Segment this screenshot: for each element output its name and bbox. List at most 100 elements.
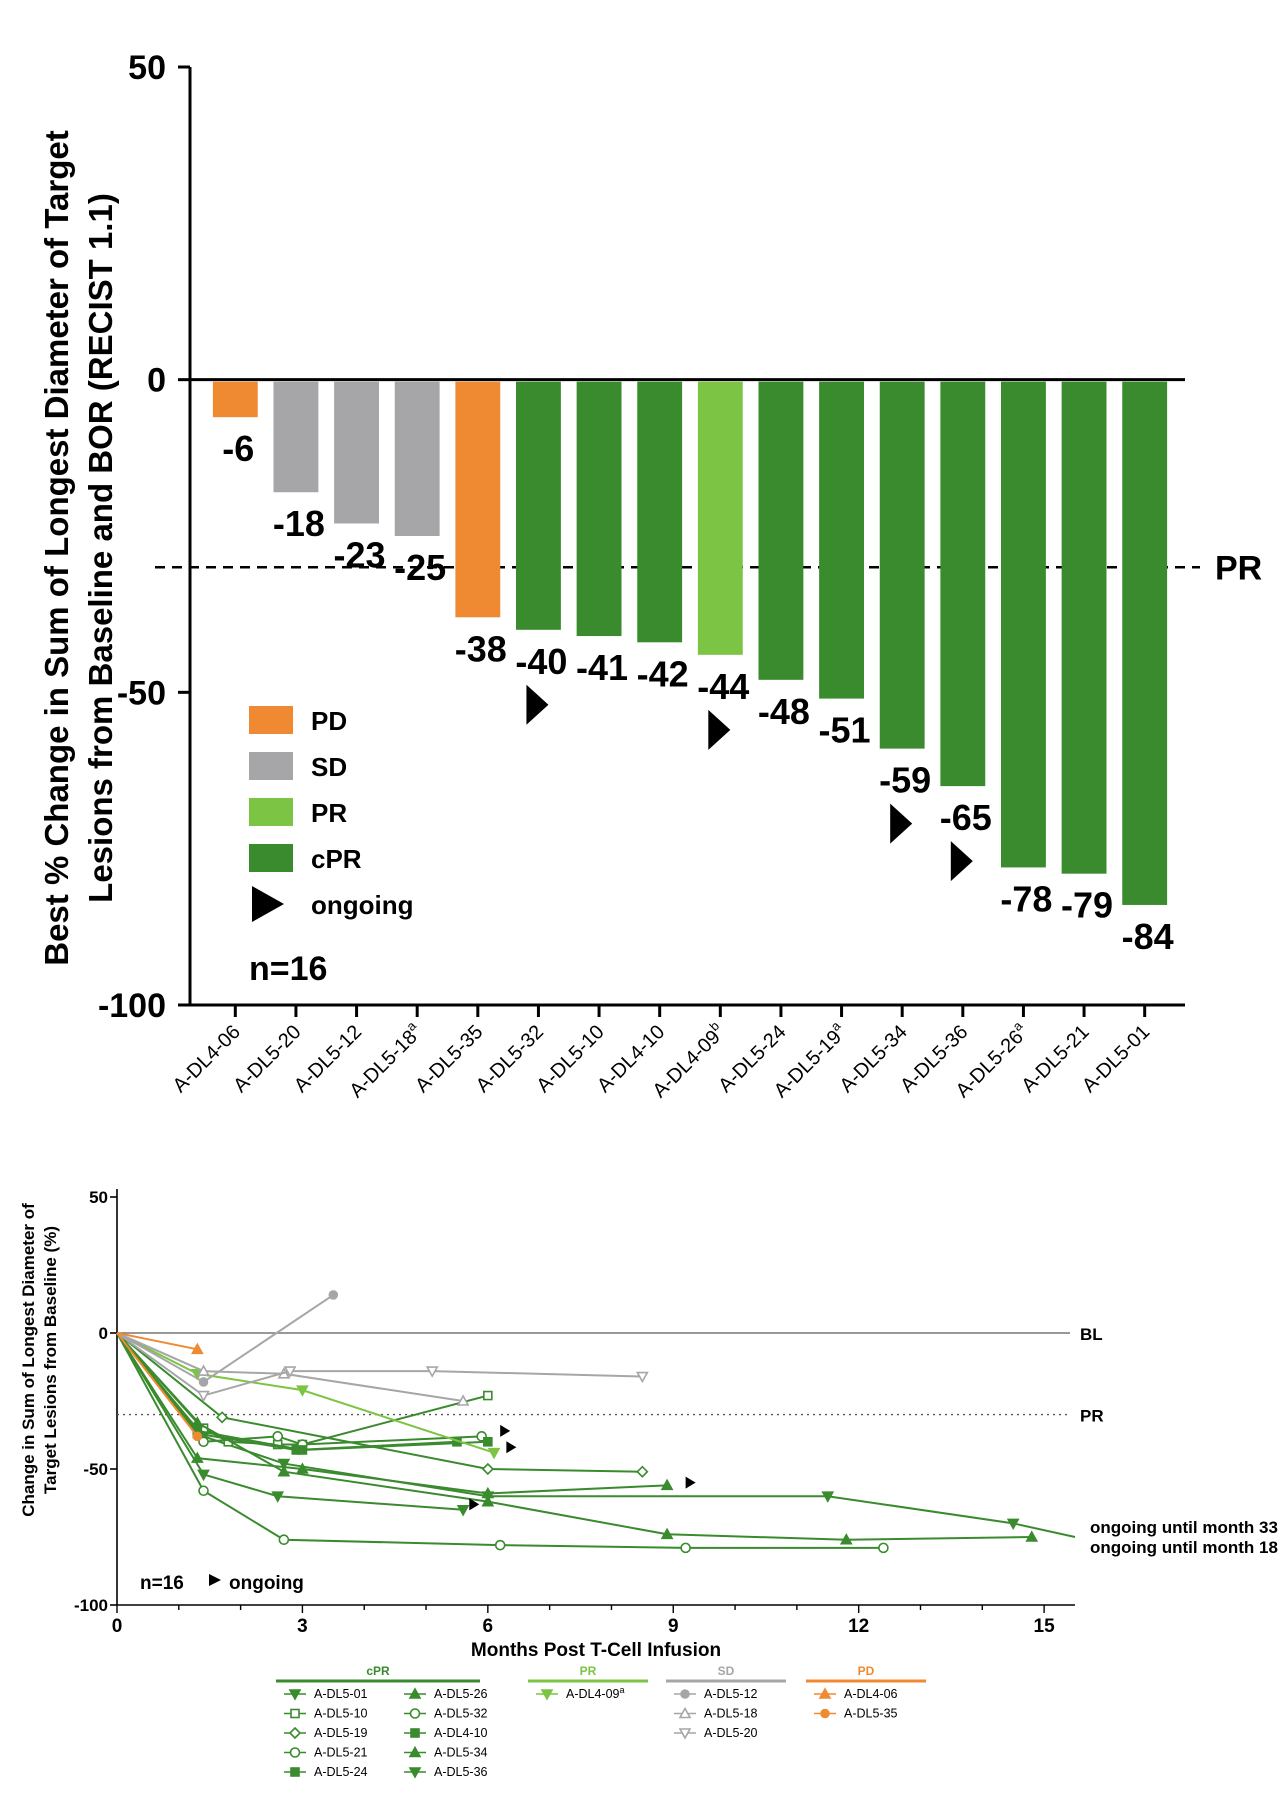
legend-item-name: A-DL4-06: [844, 1687, 898, 1701]
spider-y-tick-label: -50: [83, 1460, 108, 1479]
spider-annotation-33: ongoing until month 33: [1090, 1518, 1278, 1537]
series-point-a-dl5-18: [197, 1364, 210, 1376]
series-point-a-dl4-09: [487, 1447, 501, 1460]
legend-item-label: A-DL5-24: [314, 1765, 368, 1779]
bar-a-dl5-32: [516, 381, 561, 630]
series-point-a-dl5-01: [1006, 1518, 1020, 1531]
value-label-a-dl5-20: -18: [273, 503, 325, 544]
series-point-a-dl5-35: [192, 1431, 203, 1442]
series-point-a-dl5-20: [283, 1366, 297, 1378]
spider-annotation-18: ongoing until month 18: [1090, 1538, 1278, 1557]
waterfall-ongoing-markers: [526, 684, 973, 882]
legend-item-label: A-DL5-21: [314, 1746, 368, 1760]
legend-item-name: A-DL4-10: [434, 1726, 488, 1740]
series-line-a-dl4-10: [116, 1332, 488, 1451]
bar-a-dl4-06: [212, 381, 258, 418]
value-label-a-dl5-18: -25: [394, 547, 446, 588]
legend-item-a-dl4-09: A-DL4-09a: [536, 1685, 625, 1701]
legend-group-pd: PD A-DL4-06 A-DL5-35: [806, 1664, 926, 1721]
series-point-a-dl5-18: [456, 1394, 470, 1406]
value-label-a-dl5-32: -40: [515, 641, 567, 682]
value-label-a-dl5-34: -59: [879, 760, 931, 801]
series-point-a-dl5-19: [481, 1462, 494, 1476]
bar-a-dl5-21: [1061, 381, 1107, 874]
legend-group-title: PD: [858, 1664, 875, 1678]
legend-item-label: A-DL5-26: [434, 1687, 488, 1701]
bar-a-dl5-12: [334, 381, 379, 524]
legend-item-label: A-DL5-10: [314, 1707, 368, 1721]
series-point-a-dl5-01: [277, 1458, 291, 1471]
value-label-a-dl5-01: -84: [1122, 916, 1174, 957]
ongoing-marker-a-dl5-36: [950, 841, 973, 882]
legend-item-name: A-DL5-18: [704, 1707, 758, 1721]
legend-group-sd: SD A-DL5-12 A-DL5-18 A-DL5-20: [666, 1664, 786, 1740]
spider-plot: Change in Sum of Longest Diameter of Tar…: [19, 1188, 1278, 1779]
bar-a-dl5-18: [394, 381, 440, 536]
legend-item-label: A-DL4-06: [844, 1687, 898, 1701]
legend-item-label: A-DL5-01: [314, 1687, 368, 1701]
series-point-a-dl4-10: [297, 1445, 308, 1455]
spider-ref-label-pr: PR: [1080, 1407, 1104, 1426]
series-point-a-dl5-21: [680, 1542, 691, 1554]
waterfall-y-tick-label: 0: [147, 362, 166, 400]
spider-ongoing-marker: [506, 1441, 517, 1454]
legend-item-marker: [540, 1689, 554, 1701]
category-label-a-dl5-01: A-DL5-01: [1078, 1021, 1154, 1097]
series-point-a-dl5-10: [483, 1390, 493, 1401]
value-label-a-dl5-36: -65: [940, 797, 992, 838]
waterfall-n-label: n=16: [249, 950, 327, 988]
legend-item-marker: [288, 1726, 302, 1740]
series-point-a-dl5-32: [198, 1436, 209, 1448]
legend-item-name: A-DL5-24: [314, 1765, 368, 1779]
value-label-a-dl5-24: -48: [758, 691, 810, 732]
spider-series: [116, 1290, 1076, 1554]
spider-ongoing-markers: [469, 1424, 696, 1511]
series-line-a-dl5-19: [116, 1332, 643, 1473]
series-line-a-dl5-18: [116, 1332, 464, 1402]
spider-y-tick-label: 0: [99, 1324, 108, 1343]
series-point-a-dl5-20: [425, 1366, 439, 1378]
legend-item-name: A-DL5-12: [704, 1687, 758, 1701]
legend-item-marker: [289, 1747, 301, 1758]
legend-item-name: A-DL5-36: [434, 1765, 488, 1779]
spider-ongoing-marker: [469, 1498, 480, 1511]
spider-n-label: n=16: [140, 1573, 184, 1594]
series-point-a-dl5-26: [660, 1527, 674, 1540]
legend-item-a-dl5-19: A-DL5-19: [284, 1726, 368, 1740]
legend-item-marker: [410, 1728, 420, 1738]
bar-a-dl5-20: [273, 381, 319, 493]
legend-item-label: A-DL5-19: [314, 1726, 368, 1740]
series-point-a-dl5-20: [197, 1390, 210, 1403]
series-a-dl5-19: [116, 1332, 649, 1478]
spider-x-tick-label: 15: [1034, 1616, 1056, 1637]
spider-x-tick-label: 0: [112, 1616, 123, 1637]
bar-a-dl5-10: [576, 381, 622, 637]
legend-item-name: A-DL5-21: [314, 1746, 368, 1760]
series-point-a-dl5-26: [839, 1533, 853, 1545]
legend-swatch-pr: [249, 798, 293, 826]
bar-a-dl5-24: [758, 381, 804, 680]
legend-item-marker: [818, 1687, 832, 1699]
legend-label-pr: PR: [311, 798, 347, 828]
series-point-a-dl5-26: [481, 1494, 495, 1507]
spider-ongoing-marker: [685, 1476, 696, 1489]
legend-group-title: SD: [718, 1664, 735, 1678]
series-point-a-dl4-10: [483, 1436, 493, 1447]
value-label-a-dl4-10: -42: [637, 653, 689, 694]
legend-item-label: A-DL5-34: [434, 1746, 488, 1760]
spider-x-axis-label: Months Post T-Cell Infusion: [471, 1640, 721, 1661]
legend-item-marker: [408, 1767, 422, 1779]
bar-a-dl5-26: [1001, 381, 1046, 868]
series-point-a-dl5-36: [197, 1469, 210, 1482]
legend-group-title: cPR: [366, 1664, 390, 1678]
spider-y-axis-label: Change in Sum of Longest Diameter of Tar…: [19, 1203, 60, 1517]
legend-item-label: A-DL5-32: [434, 1707, 488, 1721]
series-line-a-dl5-20: [116, 1332, 643, 1397]
series-point-a-dl4-09: [296, 1385, 309, 1397]
spider-ref-label-bl: BL: [1080, 1325, 1103, 1344]
waterfall-category-labels: A-DL4-06A-DL5-20A-DL5-12A-DL5-18aA-DL5-3…: [169, 1005, 1154, 1102]
legend-item-a-dl5-34: A-DL5-34: [404, 1746, 488, 1760]
legend-item-a-dl5-32: A-DL5-32: [404, 1707, 488, 1721]
